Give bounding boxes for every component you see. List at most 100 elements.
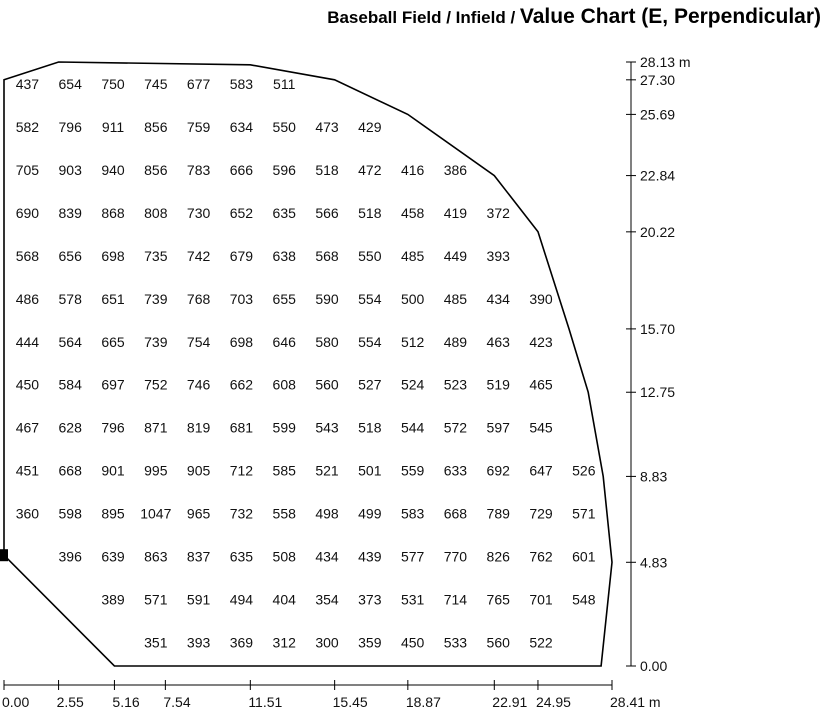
value-cell: 633: [444, 463, 468, 479]
value-cell: 819: [187, 420, 211, 436]
value-cell: 518: [358, 420, 382, 436]
value-cell: 901: [101, 463, 125, 479]
value-cell: 531: [401, 591, 425, 607]
value-cell: 523: [444, 377, 468, 393]
y-tick-label: 4.83: [640, 554, 667, 570]
value-cell: 634: [230, 119, 254, 135]
value-cell: 698: [230, 334, 254, 350]
value-cell: 668: [59, 463, 83, 479]
value-cell: 754: [187, 334, 211, 350]
value-cell: 826: [487, 548, 511, 564]
value-cell: 762: [529, 548, 553, 564]
y-tick-label: 28.13 m: [640, 54, 691, 70]
x-tick-label: 2.55: [57, 694, 84, 710]
value-cell: 449: [444, 248, 468, 264]
value-cell: 911: [102, 119, 125, 135]
value-cell: 639: [101, 548, 125, 564]
value-cell: 808: [144, 205, 168, 221]
value-cell: 578: [59, 291, 83, 307]
value-cell: 566: [315, 205, 339, 221]
value-cell: 386: [444, 162, 468, 178]
value-cell: 526: [572, 463, 596, 479]
y-tick-label: 15.70: [640, 321, 675, 337]
value-cell: 571: [572, 506, 596, 522]
value-cell: 590: [315, 291, 339, 307]
value-cell: 591: [187, 591, 211, 607]
value-cell: 393: [187, 634, 211, 650]
value-cell: 940: [101, 162, 125, 178]
value-cell: 585: [273, 463, 297, 479]
value-cell: 752: [144, 377, 168, 393]
value-cell: 697: [101, 377, 125, 393]
value-cell: 635: [273, 205, 297, 221]
value-cell: 369: [230, 634, 254, 650]
value-cell: 500: [401, 291, 425, 307]
value-cell: 396: [59, 548, 83, 564]
value-cell: 739: [144, 334, 168, 350]
value-cell: 656: [59, 248, 83, 264]
value-cell: 746: [187, 377, 211, 393]
value-cell: 856: [144, 162, 168, 178]
value-cell: 518: [358, 205, 382, 221]
value-cell: 690: [16, 205, 40, 221]
value-cell: 533: [444, 634, 468, 650]
value-cell: 596: [273, 162, 297, 178]
value-cell: 651: [101, 291, 125, 307]
value-cell: 437: [16, 76, 40, 92]
value-cell: 995: [144, 463, 168, 479]
value-cell: 499: [358, 506, 382, 522]
value-cell: 1047: [140, 506, 171, 522]
value-cell: 473: [315, 119, 339, 135]
value-cell: 582: [16, 119, 40, 135]
value-cell: 628: [59, 420, 83, 436]
value-cell: 598: [59, 506, 83, 522]
value-cell: 558: [273, 506, 297, 522]
value-cell: 750: [101, 76, 125, 92]
value-cell: 796: [101, 420, 125, 436]
value-cell: 372: [487, 205, 511, 221]
value-cell: 868: [101, 205, 125, 221]
value-cell: 714: [444, 591, 468, 607]
value-cell: 599: [273, 420, 297, 436]
value-cell: 583: [401, 506, 425, 522]
value-cell: 550: [358, 248, 382, 264]
value-cell: 560: [487, 634, 511, 650]
value-cell: 404: [273, 591, 297, 607]
value-cell: 489: [444, 334, 468, 350]
value-cell: 486: [16, 291, 40, 307]
value-cell: 560: [315, 377, 339, 393]
x-tick-label: 24.95: [536, 694, 571, 710]
value-cell: 434: [315, 548, 339, 564]
value-cell: 677: [187, 76, 211, 92]
field-boundary: [3, 61, 613, 667]
value-cell: 354: [315, 591, 339, 607]
value-cell: 439: [358, 548, 382, 564]
value-cell: 655: [273, 291, 297, 307]
y-tick-label: 20.22: [640, 224, 675, 240]
value-cell: 584: [59, 377, 83, 393]
chart-title-part1: Baseball Field / Infield /: [327, 8, 520, 27]
value-cell: 472: [358, 162, 382, 178]
value-cell: 467: [16, 420, 40, 436]
value-cell: 768: [187, 291, 211, 307]
value-cell: 692: [487, 463, 511, 479]
value-cell: 522: [529, 634, 553, 650]
value-cell: 730: [187, 205, 211, 221]
value-cell: 732: [230, 506, 254, 522]
y-tick-label: 25.69: [640, 106, 675, 122]
value-cell: 698: [101, 248, 125, 264]
chart-title-part2: Value Chart (E, Perpendicular): [520, 5, 821, 28]
x-axis: 0.00 2.55 5.16 7.54 11.51 15.45 18.87 22.91 24.9…: [2, 680, 661, 710]
y-tick-label: 27.30: [640, 72, 675, 88]
value-cell: 360: [16, 506, 40, 522]
value-cell: 390: [529, 291, 553, 307]
x-tick-label: 15.45: [333, 694, 368, 710]
value-cell: 450: [16, 377, 40, 393]
x-tick-label: 18.87: [406, 694, 441, 710]
value-cell: 300: [315, 634, 339, 650]
value-cell: 498: [315, 506, 339, 522]
value-cell: 485: [444, 291, 468, 307]
value-cell: 635: [230, 548, 254, 564]
value-cell: 511: [273, 76, 296, 92]
